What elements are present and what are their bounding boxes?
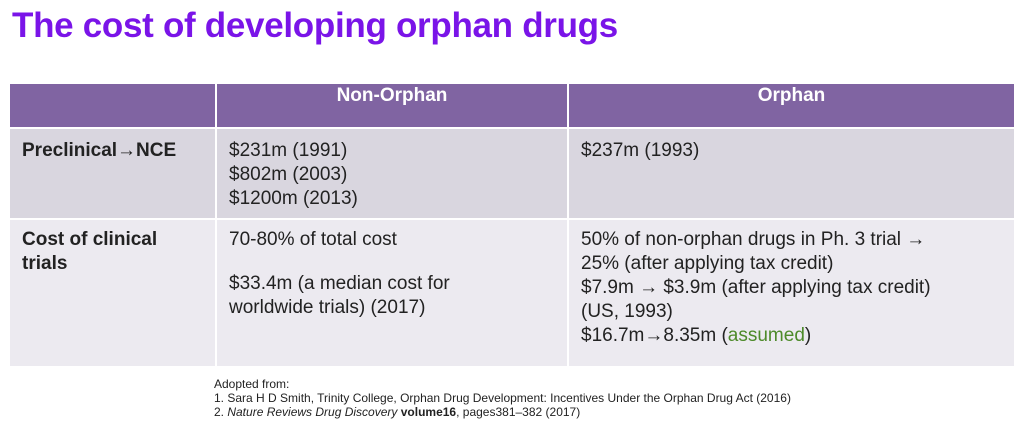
value-line: 70-80% of total cost: [229, 229, 397, 250]
value-line: $802m (2003): [229, 164, 348, 185]
value-line: (US, 1993): [581, 301, 673, 322]
cell-preclinical-orphan: $237m (1993): [568, 128, 1014, 220]
header-non-orphan: Non-Orphan: [216, 84, 569, 129]
cost-comparison-table: Non-Orphan Orphan Preclinical→NCE $231m …: [10, 84, 1014, 368]
value-line: $231m (1991): [229, 140, 348, 161]
footnotes: Adopted from: 1. Sara H D Smith, Trinity…: [214, 377, 791, 419]
footnote-ref-2: 2. Nature Reviews Drug Discovery volume1…: [214, 405, 581, 419]
value-line: $33.4m (a median cost for: [229, 273, 450, 294]
footnote-intro: Adopted from:: [214, 377, 290, 391]
cell-clinical-orphan: 50% of non-orphan drugs in Ph. 3 trial →…: [568, 219, 1014, 368]
value-line: $1200m (2013): [229, 188, 358, 209]
slide-title: The cost of developing orphan drugs: [12, 6, 618, 45]
spacer: [229, 252, 555, 272]
table-header-row: Non-Orphan Orphan: [10, 84, 1014, 129]
header-blank-cell: [10, 84, 217, 129]
value-line: 25% (after applying tax credit): [581, 253, 834, 274]
row-label-clinical-trials: Cost of clinical trials: [10, 219, 217, 368]
row-label-preclinical: Preclinical→NCE: [10, 128, 217, 220]
footnote-ref-1: 1. Sara H D Smith, Trinity College, Orph…: [214, 391, 791, 405]
journal-name: Nature Reviews Drug Discovery: [227, 405, 398, 419]
table-row-clinical-trials: Cost of clinical trials 70-80% of total …: [10, 219, 1014, 368]
table-row-preclinical: Preclinical→NCE $231m (1991) $802m (2003…: [10, 128, 1014, 220]
journal-volume: volume16: [400, 405, 457, 419]
value-line: 50% of non-orphan drugs in Ph. 3 trial →: [581, 229, 926, 250]
value-line: $7.9m → $3.9m (after applying tax credit…: [581, 277, 931, 298]
header-orphan: Orphan: [568, 84, 1014, 129]
cell-clinical-non-orphan: 70-80% of total cost $33.4m (a median co…: [216, 219, 569, 368]
assumed-label: assumed: [727, 325, 805, 346]
value-line: $237m (1993): [581, 140, 700, 161]
value-line: $16.7m→8.35m (assumed): [581, 325, 812, 346]
value-line: worldwide trials) (2017): [229, 297, 426, 318]
cell-preclinical-non-orphan: $231m (1991) $802m (2003) $1200m (2013): [216, 128, 569, 220]
